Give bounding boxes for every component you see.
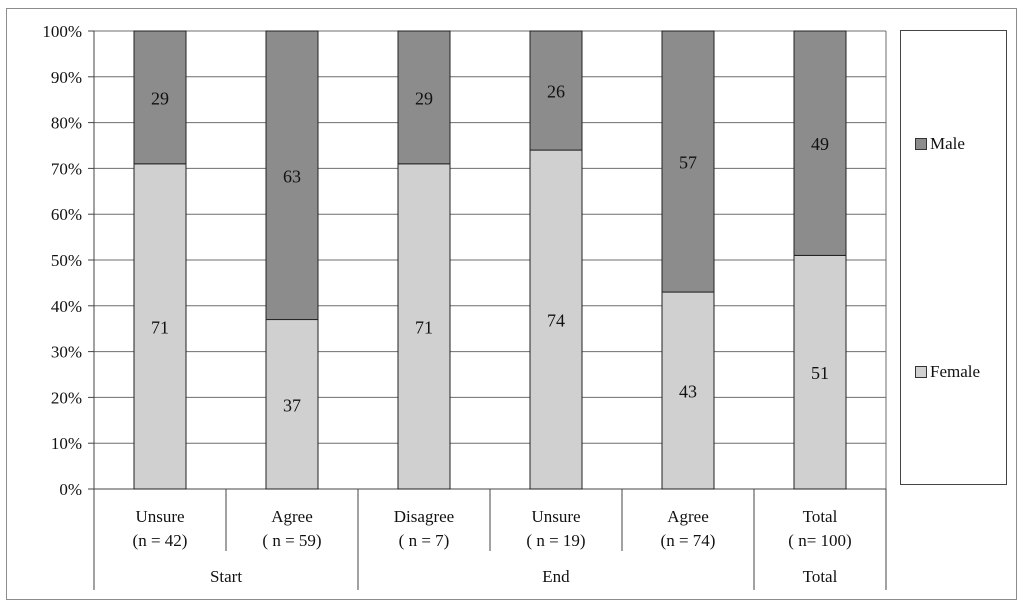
legend-swatch-male [915,138,927,150]
bar-segment-female [661,291,715,490]
data-label-male: 26 [547,82,565,102]
data-label-female: 37 [283,395,301,415]
y-tick-label: 80% [51,114,82,133]
x-category-count: ( n= 100) [788,531,851,550]
bar-segment-female [397,163,451,490]
data-label-female: 43 [679,382,697,402]
chart-frame [6,8,1017,600]
bar-segment-male [793,30,847,256]
y-tick-label: 70% [51,159,82,178]
data-label-female: 74 [547,311,565,331]
data-label-male: 49 [811,134,829,154]
y-tick-label: 100% [42,22,82,41]
data-label-female: 51 [811,363,829,383]
x-category-label: Total [803,507,838,526]
legend-swatch-female [915,366,927,378]
x-category-count: (n = 74) [661,531,716,550]
x-category-count: ( n = 19) [526,531,585,550]
x-category-label: Agree [271,507,313,526]
x-group-label: Total [803,567,838,586]
x-category-label: Unsure [135,507,184,526]
y-tick-label: 90% [51,68,82,87]
data-label-male: 29 [415,88,433,108]
bar-segment-male [397,30,451,165]
legend-label-female: Female [930,362,981,381]
x-category-label: Disagree [394,507,454,526]
legend-item-female: Female [915,362,980,382]
x-category-label: Agree [667,507,709,526]
data-label-male: 63 [283,166,301,186]
bar-segment-female [793,254,847,490]
y-tick-label: 50% [51,251,82,270]
bar-segment-male [133,30,187,165]
y-tick-label: 60% [51,205,82,224]
x-category-count: ( n = 59) [262,531,321,550]
data-label-male: 29 [151,88,169,108]
x-category-count: (n = 42) [133,531,188,550]
bar-segment-male [265,30,319,321]
x-category-count: ( n = 7) [399,531,450,550]
data-label-female: 71 [415,317,433,337]
x-category-label: Unsure [531,507,580,526]
legend-label-male: Male [930,134,965,153]
x-group-label: End [542,567,570,586]
bar-segment-male [529,30,583,151]
y-tick-label: 40% [51,297,82,316]
y-tick-label: 0% [59,480,82,499]
legend-item-male: Male [915,134,965,154]
data-label-female: 71 [151,317,169,337]
data-label-male: 57 [679,153,697,173]
y-tick-label: 20% [51,388,82,407]
bar-segment-female [133,163,187,490]
bar-segment-male [661,30,715,293]
y-tick-label: 30% [51,343,82,362]
legend: Male Female [900,30,1007,485]
y-tick-label: 10% [51,434,82,453]
x-group-label: Start [210,567,242,586]
